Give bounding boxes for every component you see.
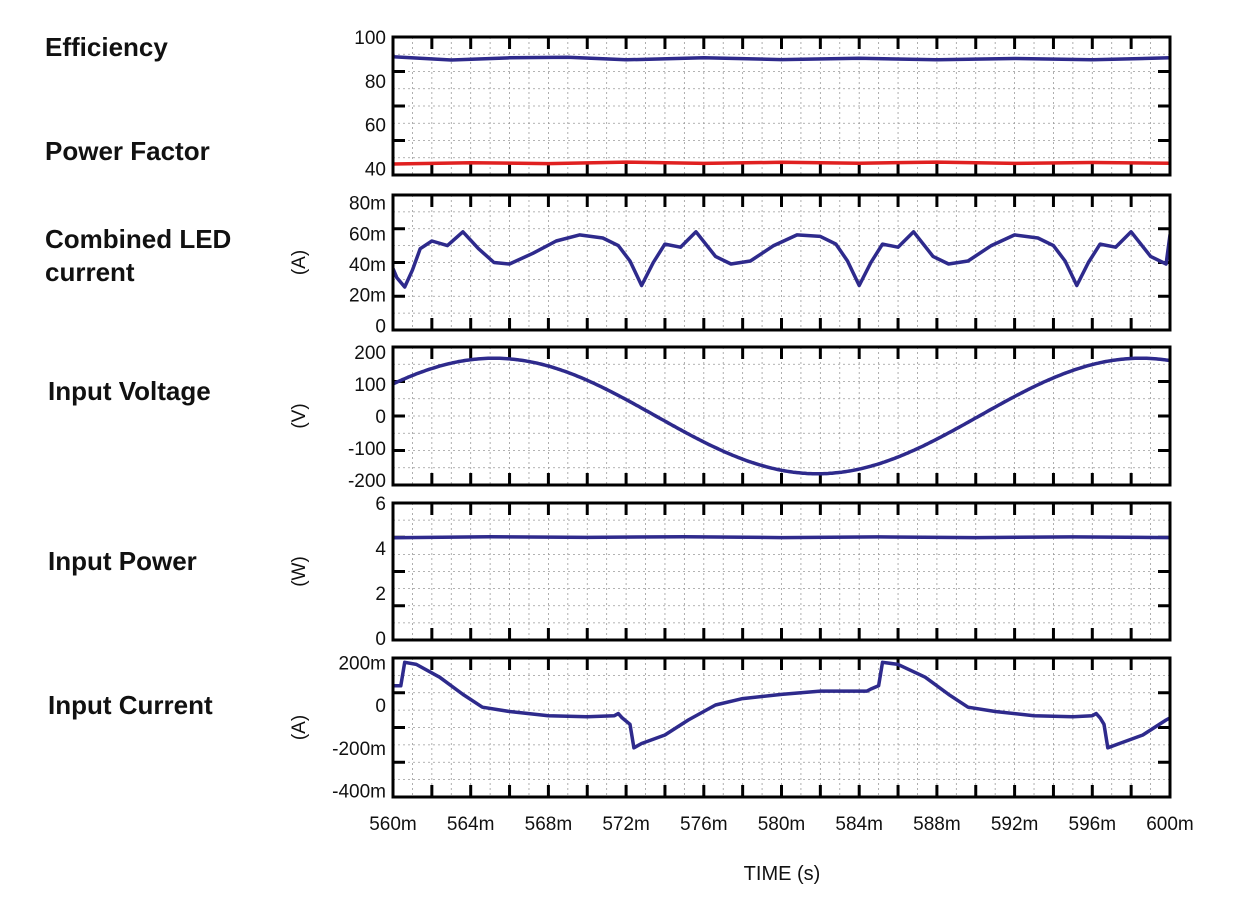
series-line xyxy=(393,54,1170,62)
series-line xyxy=(393,230,1170,289)
series-line xyxy=(393,660,1170,750)
y-tick-label: 2 xyxy=(375,584,386,605)
panel-label: Input Current xyxy=(48,690,213,720)
x-tick-label: 572m xyxy=(602,814,650,835)
y-unit-label: (A) xyxy=(289,250,310,275)
x-tick-label: 596m xyxy=(1069,814,1117,835)
y-tick-label: -200m xyxy=(332,739,386,760)
y-tick-label: 0 xyxy=(375,696,386,717)
panel-frame xyxy=(391,345,1172,487)
y-tick-label: 40 xyxy=(365,159,386,180)
panel-frame xyxy=(391,656,1172,799)
x-axis-label: TIME (s) xyxy=(744,863,821,885)
series-line xyxy=(393,160,1170,166)
y-unit-label: (V) xyxy=(289,403,310,428)
x-tick-label: 560m xyxy=(369,814,417,835)
panel-label: current xyxy=(45,257,135,287)
x-tick-label: 600m xyxy=(1146,814,1194,835)
x-tick-label: 576m xyxy=(680,814,728,835)
x-axis: 560m 564m 568m 572m 576m 580m 584m 588m 592m 596m… xyxy=(369,814,1194,835)
y-tick-label: 80m xyxy=(349,194,386,215)
panel-label: Power Factor xyxy=(45,136,210,166)
y-tick-label: 100 xyxy=(354,375,386,396)
y-tick-label: 6 xyxy=(375,494,386,515)
y-unit-label: (W) xyxy=(289,556,310,587)
panel-4: 200m 0 -200m -400m (A) Input Current xyxy=(48,653,1172,803)
panel-label: Combined LED xyxy=(45,224,231,254)
y-tick-label: -200 xyxy=(348,471,386,492)
y-tick-label: 0 xyxy=(375,407,386,428)
x-tick-label: 592m xyxy=(991,814,1039,835)
panel-label: Input Power xyxy=(48,546,197,576)
x-tick-label: 580m xyxy=(758,814,806,835)
x-tick-label: 564m xyxy=(447,814,495,835)
x-tick-label: 588m xyxy=(913,814,961,835)
y-tick-label: 4 xyxy=(375,539,386,560)
y-tick-label: 60 xyxy=(365,116,386,137)
panel-frame xyxy=(391,35,1172,177)
panel-2: 200 100 0 -100 -200 (V) Input Voltage xyxy=(48,343,1172,492)
y-tick-label: 200 xyxy=(354,343,386,364)
y-unit-label: (A) xyxy=(289,715,310,740)
y-tick-label: 200m xyxy=(338,653,386,674)
series-line xyxy=(393,356,1170,476)
panel-frame xyxy=(391,193,1172,332)
y-tick-label: 20m xyxy=(349,286,386,307)
panel-label: Efficiency xyxy=(45,32,168,62)
y-tick-label: 0 xyxy=(375,316,386,337)
y-tick-label: 60m xyxy=(349,224,386,245)
y-tick-label: -100 xyxy=(348,439,386,460)
y-tick-label: -400m xyxy=(332,782,386,803)
panel-0: 100 80 60 40 Efficiency Power Factor xyxy=(45,28,1172,180)
y-tick-label: 80 xyxy=(365,72,386,93)
y-tick-label: 40m xyxy=(349,255,386,276)
panel-label: Input Voltage xyxy=(48,376,211,406)
x-tick-label: 584m xyxy=(835,814,883,835)
panel-frame xyxy=(391,501,1172,642)
series-line xyxy=(393,534,1170,540)
y-tick-label: 100 xyxy=(354,28,386,49)
x-tick-label: 568m xyxy=(525,814,573,835)
y-tick-label: 0 xyxy=(375,629,386,650)
panel-3: 6 4 2 0 (W) Input Power xyxy=(48,494,1172,650)
